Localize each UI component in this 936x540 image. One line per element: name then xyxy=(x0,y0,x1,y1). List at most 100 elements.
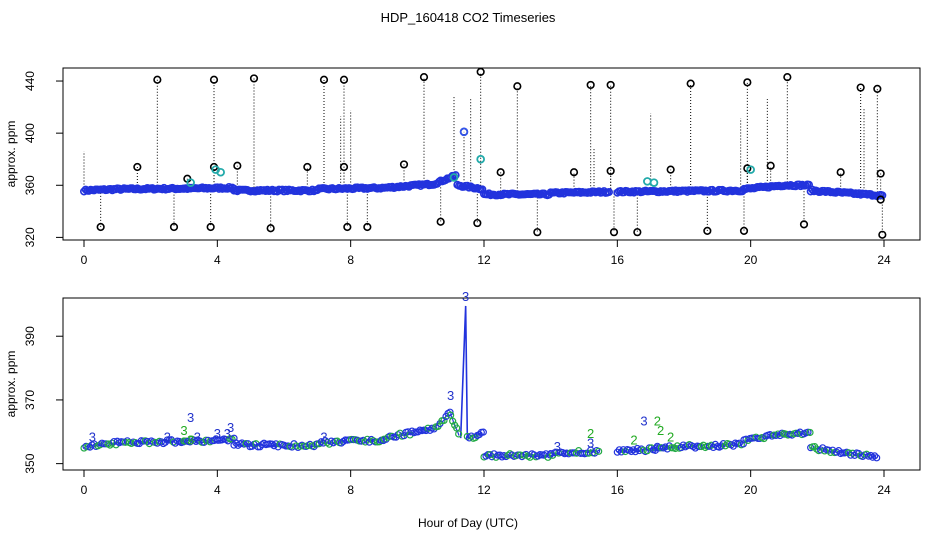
data-point xyxy=(863,450,871,458)
data-point xyxy=(225,182,234,191)
top-xtick-label: 24 xyxy=(877,253,891,267)
colored-point xyxy=(449,173,459,182)
top-xtick-label: 20 xyxy=(744,253,758,267)
flag-label: 3 xyxy=(180,423,187,438)
top-y-axis: 320 360 400 440 xyxy=(23,71,63,247)
bottom-xtick-label: 20 xyxy=(744,483,758,497)
data-point xyxy=(627,447,635,456)
data-point xyxy=(268,440,276,448)
colored-point xyxy=(649,178,659,187)
flag-label: 3 xyxy=(89,429,96,444)
flag-label: 3 xyxy=(164,429,171,444)
bottom-xtick-label: 8 xyxy=(347,483,354,497)
data-point xyxy=(847,451,855,459)
flag-label: 2 xyxy=(630,433,637,448)
top-ylabel: approx. ppm xyxy=(4,121,18,188)
spike-point xyxy=(476,67,485,77)
spike-point xyxy=(133,162,142,172)
spike-point xyxy=(339,75,349,84)
bottom-xtick-label: 24 xyxy=(877,483,891,497)
spike-point xyxy=(473,218,482,228)
colored-point xyxy=(643,177,652,186)
flag-label: 3 xyxy=(640,413,647,428)
data-point xyxy=(867,451,875,460)
top-panel: 320 360 400 440 0 4 8 12 16 20 24 approx. ppm xyxy=(4,67,921,267)
flag-label: 3 xyxy=(224,426,231,441)
colored-point xyxy=(216,167,225,177)
bottom-xtick-label: 0 xyxy=(81,483,88,497)
data-point xyxy=(645,444,653,452)
data-point xyxy=(665,442,673,450)
top-xtick-label: 0 xyxy=(81,253,88,267)
spike-point xyxy=(856,83,865,92)
spike-point xyxy=(209,75,219,84)
data-point xyxy=(440,416,448,425)
flag-label: 2 xyxy=(654,413,661,428)
data-point xyxy=(873,454,881,462)
spike-point xyxy=(169,222,179,232)
spike-point xyxy=(363,222,372,232)
data-point xyxy=(486,450,494,459)
spike-point xyxy=(153,75,162,84)
top-ytick-label: 440 xyxy=(23,71,37,91)
bottom-ytick-label: 390 xyxy=(23,326,37,346)
flag-label: 3 xyxy=(194,429,201,444)
data-point xyxy=(256,443,264,451)
data-point xyxy=(871,452,879,460)
bottom-y-axis: 350 370 390 xyxy=(23,326,63,474)
top-plot-frame xyxy=(62,67,921,241)
colored-point xyxy=(746,165,755,174)
spike-point xyxy=(266,224,275,233)
spike-point xyxy=(873,84,882,93)
bottom-xtick-label: 12 xyxy=(477,483,491,497)
spike-point xyxy=(419,73,429,82)
flag-label: 2 xyxy=(587,426,594,441)
data-point xyxy=(447,411,455,419)
data-point xyxy=(825,446,833,454)
flag-label: 2 xyxy=(667,429,674,444)
flag-label: 3 xyxy=(187,410,194,425)
data-point xyxy=(542,450,550,458)
data-point xyxy=(455,430,463,438)
top-xtick-label: 4 xyxy=(214,253,221,267)
top-xtick-label: 12 xyxy=(477,253,491,267)
data-point xyxy=(315,440,323,448)
flag-label: 3 xyxy=(320,429,327,444)
spike-point xyxy=(496,168,505,177)
colored-point xyxy=(476,154,485,164)
spike-point xyxy=(343,222,352,232)
spike-point xyxy=(633,228,642,237)
spike-point xyxy=(686,79,695,88)
data-point xyxy=(463,181,472,190)
spike-point xyxy=(606,80,615,90)
peak-line xyxy=(459,305,469,439)
spike-point xyxy=(739,226,749,235)
flag-label: 3 xyxy=(187,433,194,448)
spike-point xyxy=(586,80,595,90)
spike-point xyxy=(876,169,885,178)
data-point xyxy=(446,408,454,416)
spike-point xyxy=(766,161,775,170)
spike-point xyxy=(606,166,615,176)
flag-label: 3 xyxy=(214,426,221,441)
bottom-x-axis: 0 4 8 12 16 20 24 xyxy=(81,470,891,497)
spike-point xyxy=(666,165,675,174)
data-point xyxy=(744,436,752,445)
data-point xyxy=(878,191,887,200)
data-point xyxy=(808,185,817,194)
bottom-xtick-label: 4 xyxy=(214,483,221,497)
spike-point xyxy=(703,226,712,235)
data-point xyxy=(735,439,743,447)
flag-label: 2 xyxy=(657,423,664,438)
bottom-plot-frame xyxy=(62,297,921,471)
flag-label: 3 xyxy=(447,388,454,403)
data-point xyxy=(406,431,414,439)
flag-label: 3 xyxy=(554,439,561,454)
spike-point xyxy=(836,168,845,177)
top-x-axis: 0 4 8 12 16 20 24 xyxy=(81,240,891,267)
x-axis-label: Hour of Day (UTC) xyxy=(418,516,518,530)
spike-point xyxy=(303,162,312,172)
spike-point xyxy=(513,82,522,91)
